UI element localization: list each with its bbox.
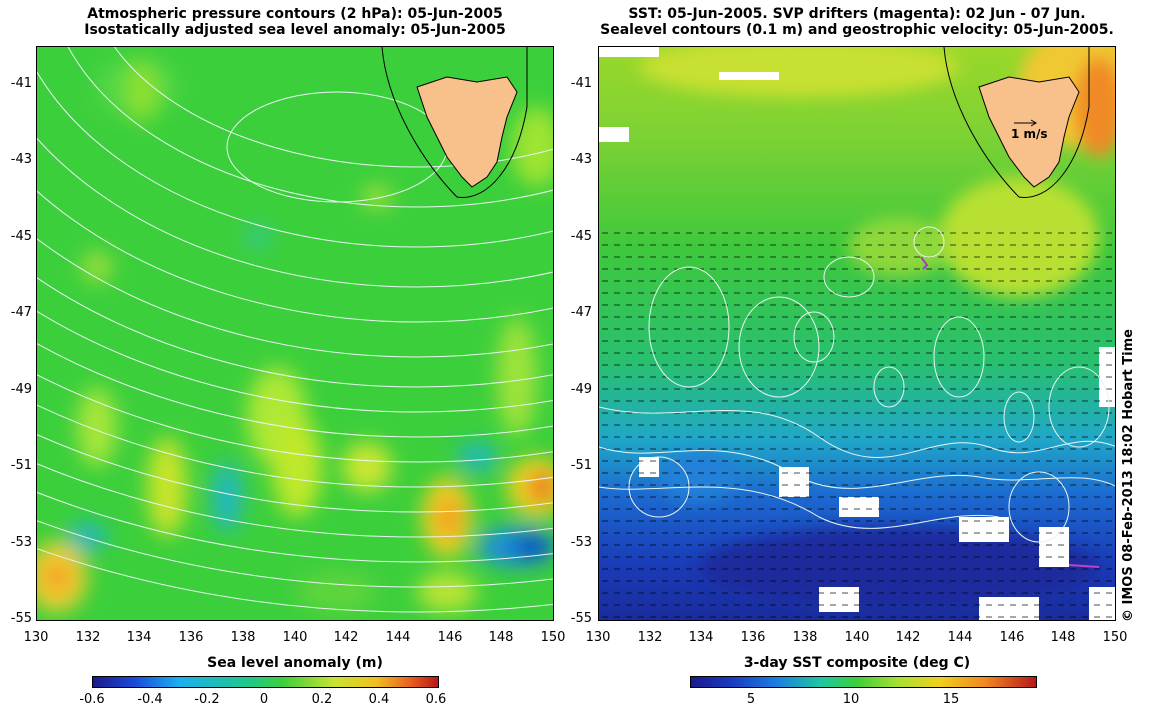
y-tick: -51 bbox=[570, 458, 592, 473]
x-tick: 150 bbox=[540, 630, 566, 645]
y-tick: -53 bbox=[570, 535, 592, 550]
colorbar-label: 10 bbox=[842, 692, 860, 707]
x-tick: 130 bbox=[585, 630, 611, 645]
x-tick: 146 bbox=[437, 630, 463, 645]
y-tick: -49 bbox=[10, 382, 32, 397]
x-tick: 136 bbox=[178, 630, 204, 645]
x-tick: 136 bbox=[740, 630, 766, 645]
right-title-line1: SST: 05-Jun-2005. SVP drifters (magenta)… bbox=[628, 6, 1086, 22]
colorbar-label: -0.2 bbox=[194, 692, 220, 707]
y-tick: -43 bbox=[10, 152, 32, 167]
colorbar-label: 15 bbox=[942, 692, 960, 707]
colorbar-label: 0.2 bbox=[311, 692, 333, 707]
x-tick: 148 bbox=[1050, 630, 1076, 645]
x-tick: 142 bbox=[333, 630, 359, 645]
colorbar-label: 0.6 bbox=[425, 692, 447, 707]
y-tick: -45 bbox=[10, 229, 32, 244]
left-panel-title: Atmospheric pressure contours (2 hPa): 0… bbox=[36, 6, 554, 38]
x-tick: 140 bbox=[282, 630, 308, 645]
right-panel-title: SST: 05-Jun-2005. SVP drifters (magenta)… bbox=[598, 6, 1116, 38]
imos-credit: © IMOS 08-Feb-2013 18:02 Hobart Time bbox=[1121, 329, 1136, 622]
velocity-scale-arrow bbox=[1014, 119, 1037, 127]
y-tick: -51 bbox=[10, 458, 32, 473]
y-tick: -41 bbox=[570, 76, 592, 91]
x-tick: 142 bbox=[895, 630, 921, 645]
x-tick: 146 bbox=[999, 630, 1025, 645]
colorbar-label: -0.4 bbox=[137, 692, 163, 707]
y-tick: -55 bbox=[10, 611, 32, 626]
right-colorbar-title: 3-day SST composite (deg C) bbox=[743, 655, 971, 671]
y-tick: -47 bbox=[10, 305, 32, 320]
y-tick: -41 bbox=[10, 76, 32, 91]
x-tick: 132 bbox=[637, 630, 663, 645]
x-tick: 138 bbox=[230, 630, 256, 645]
sea-level-anomaly-map bbox=[37, 47, 553, 620]
x-tick: 140 bbox=[844, 630, 870, 645]
right-map[interactable]: 1 m/s bbox=[598, 46, 1116, 621]
svp-drifter-track bbox=[920, 256, 929, 270]
left-title-line2: Isostatically adjusted sea level anomaly… bbox=[84, 22, 506, 38]
tasmania-land bbox=[416, 76, 518, 188]
x-tick: 148 bbox=[488, 630, 514, 645]
y-tick: -43 bbox=[570, 152, 592, 167]
colorbar-label: -0.6 bbox=[79, 692, 105, 707]
left-colorbar-title: Sea level anomaly (m) bbox=[207, 655, 383, 671]
y-tick: -53 bbox=[10, 535, 32, 550]
x-tick: 134 bbox=[126, 630, 152, 645]
left-colorbar bbox=[92, 676, 439, 688]
x-tick: 130 bbox=[23, 630, 49, 645]
sst-map bbox=[599, 47, 1115, 620]
colorbar-label: 0 bbox=[259, 692, 269, 707]
x-tick: 150 bbox=[1102, 630, 1128, 645]
y-tick: -55 bbox=[570, 611, 592, 626]
x-tick: 134 bbox=[688, 630, 714, 645]
y-tick: -49 bbox=[570, 382, 592, 397]
x-tick: 144 bbox=[385, 630, 411, 645]
colorbar-label: 0.4 bbox=[368, 692, 390, 707]
left-map[interactable] bbox=[36, 46, 554, 621]
right-title-line2: Sealevel contours (0.1 m) and geostrophi… bbox=[600, 22, 1114, 38]
y-tick: -47 bbox=[570, 305, 592, 320]
velocity-scale-label: 1 m/s bbox=[1011, 127, 1048, 141]
x-tick: 132 bbox=[75, 630, 101, 645]
right-colorbar bbox=[690, 676, 1037, 688]
colorbar-label: 5 bbox=[746, 692, 756, 707]
x-tick: 138 bbox=[792, 630, 818, 645]
tasmania-land-sst bbox=[978, 76, 1080, 188]
x-tick: 144 bbox=[947, 630, 973, 645]
y-tick: -45 bbox=[570, 229, 592, 244]
left-title-line1: Atmospheric pressure contours (2 hPa): 0… bbox=[87, 6, 503, 22]
